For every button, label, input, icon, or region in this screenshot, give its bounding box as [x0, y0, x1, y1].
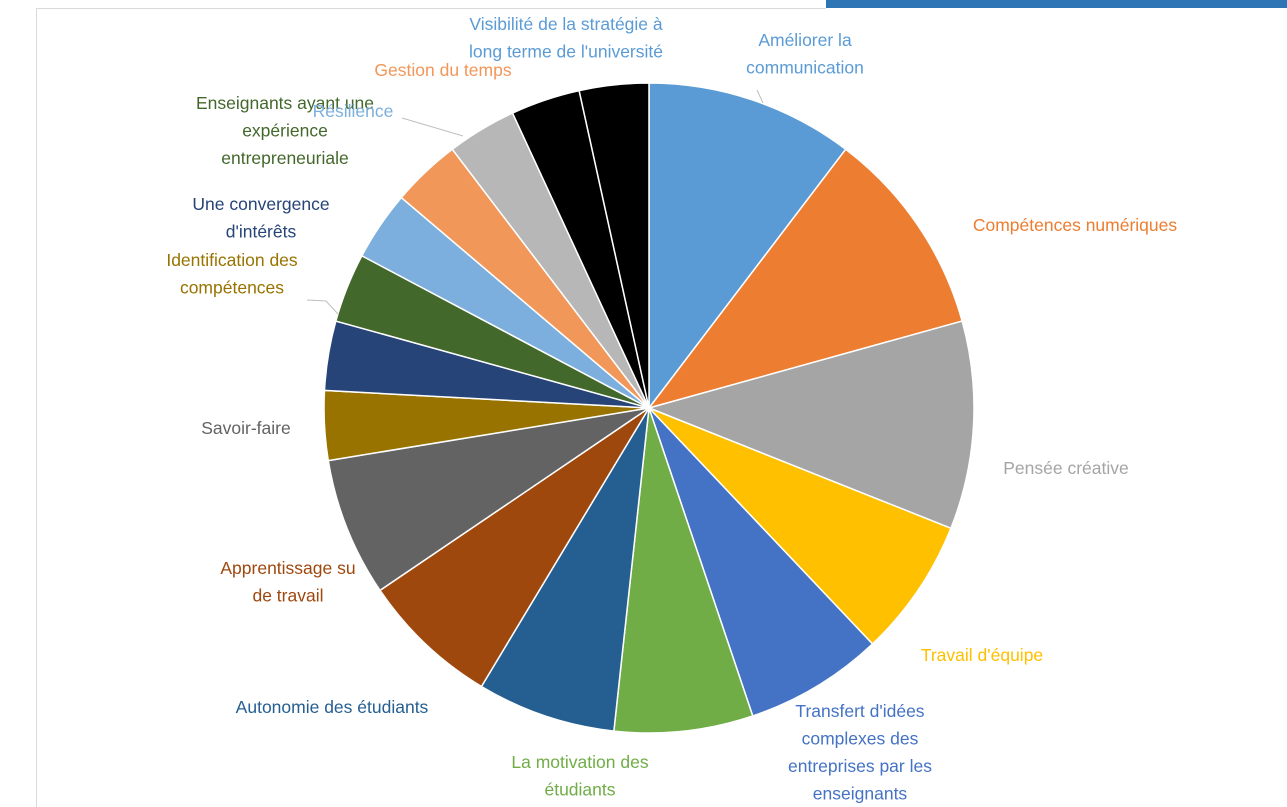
slice-label-2: Compétences numériques	[973, 215, 1178, 235]
pie-slice-7	[480, 407, 650, 732]
slice-label-line: expérience	[242, 121, 328, 141]
slice-label-line: Identification des	[166, 250, 298, 270]
slice-label-line: compétences	[180, 278, 284, 298]
slice-label-1: Améliorer la communication	[746, 30, 864, 78]
slice-label-10: Identification des compétences	[166, 250, 298, 298]
slice-labels: Améliorer la communication Compétences num…	[166, 14, 1177, 804]
slice-label-15: Visibilité de la stratégie à long terme d…	[469, 14, 663, 62]
slice-label-line: Transfert d'idées	[795, 701, 924, 721]
slice-label-line: Visibilité de la stratégie à	[469, 14, 663, 34]
accent-bar	[826, 0, 1287, 8]
slice-label-line: Compétences numériques	[973, 215, 1178, 235]
leader-line-1	[756, 89, 764, 104]
leader-lines	[306, 89, 764, 315]
slice-label-11: Une convergence d'intérêts	[192, 194, 329, 242]
slice-label-7: Autonomie des étudiants	[236, 697, 429, 717]
slice-label-4: Travail d'équipe	[921, 645, 1043, 665]
pie-slice-8	[378, 407, 650, 688]
leader-line-3	[401, 117, 464, 137]
slice-label-line: Pensée créative	[1003, 458, 1129, 478]
slice-label-line: d'intérêts	[226, 222, 297, 242]
slice-label-line: Apprentissage su	[220, 558, 355, 578]
slice-label-14: Gestion du temps	[374, 60, 511, 80]
slice-label-line: entrepreneuriale	[221, 148, 348, 168]
slice-label-8: Apprentissage su de travail	[220, 558, 355, 606]
slice-label-line: de travail	[252, 586, 323, 606]
slice-label-line: Savoir-faire	[201, 418, 290, 438]
slice-label-3: Pensée créative	[1003, 458, 1129, 478]
slice-label-12: Enseignants ayant une expérience entrepren…	[196, 93, 374, 168]
slice-label-line: Une convergence	[192, 194, 329, 214]
pie-slice-17	[578, 82, 650, 409]
slice-label-line: Travail d'équipe	[921, 645, 1043, 665]
slice-label-line: Autonomie des étudiants	[236, 697, 429, 717]
slice-label-6: La motivation des étudiants	[511, 752, 648, 800]
pie-slices	[323, 82, 975, 734]
pie-slice-9	[327, 407, 650, 592]
pie-slice-4	[648, 407, 952, 646]
slice-label-line: La motivation des	[511, 752, 648, 772]
slice-label-line: entreprises par les	[788, 756, 932, 776]
slice-label-9: Savoir-faire	[201, 418, 290, 438]
pie-slice-3	[646, 320, 975, 530]
slice-label-13: Résilience	[313, 101, 394, 121]
slice-label-line: Enseignants ayant une	[196, 93, 374, 113]
slice-label-line: communication	[746, 58, 864, 78]
pie-slice-5	[648, 407, 874, 717]
leader-line-2	[306, 299, 339, 315]
pie-slice-2	[647, 148, 964, 410]
chart-frame-left-border	[36, 8, 37, 807]
pie-slice-6	[613, 407, 754, 734]
slice-label-line: Gestion du temps	[374, 60, 511, 80]
pie-slice-1	[648, 82, 847, 411]
slice-label-line: Améliorer la	[758, 30, 852, 50]
slice-label-5: Transfert d'idées complexes des entreprise…	[788, 701, 932, 804]
slice-label-line: complexes des	[802, 729, 919, 749]
chart-frame-top-border	[36, 8, 826, 9]
slice-label-line: Résilience	[313, 101, 394, 121]
slice-label-line: enseignants	[813, 784, 908, 804]
slice-label-line: long terme de l'université	[469, 42, 663, 62]
slice-label-line: étudiants	[544, 780, 615, 800]
